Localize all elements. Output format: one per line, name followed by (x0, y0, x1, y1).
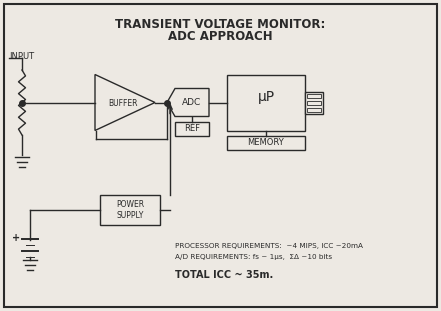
Bar (100, 195, 160, 225)
Text: MEMORY: MEMORY (248, 138, 284, 147)
Bar (305, 91, 323, 114)
Text: μP: μP (258, 91, 275, 104)
Text: ADC APPROACH: ADC APPROACH (168, 30, 272, 43)
Polygon shape (95, 75, 155, 131)
Text: ADC: ADC (183, 98, 202, 107)
Bar (307, 100, 321, 104)
Text: PROCESSOR REQUIREMENTS:  ~4 MIPS, ICC ~20mA: PROCESSOR REQUIREMENTS: ~4 MIPS, ICC ~20… (175, 243, 363, 249)
Text: TOTAL ICC ~ 35m.: TOTAL ICC ~ 35m. (175, 270, 273, 280)
Bar (307, 108, 321, 112)
Text: TRANSIENT VOLTAGE MONITOR:: TRANSIENT VOLTAGE MONITOR: (115, 18, 325, 31)
Bar (175, 122, 209, 136)
Text: REF: REF (184, 124, 200, 133)
Bar (227, 136, 305, 150)
Bar (227, 75, 305, 131)
Text: A/D REQUIREMENTS: fs ~ 1μs,  ΣΔ ~10 bits: A/D REQUIREMENTS: fs ~ 1μs, ΣΔ ~10 bits (175, 254, 332, 260)
Polygon shape (167, 89, 209, 117)
Text: POWER
SUPPLY: POWER SUPPLY (116, 200, 144, 220)
Bar (307, 94, 321, 98)
Text: BUFFER: BUFFER (108, 99, 138, 108)
Text: +: + (12, 233, 20, 243)
Text: INPUT: INPUT (9, 52, 34, 61)
